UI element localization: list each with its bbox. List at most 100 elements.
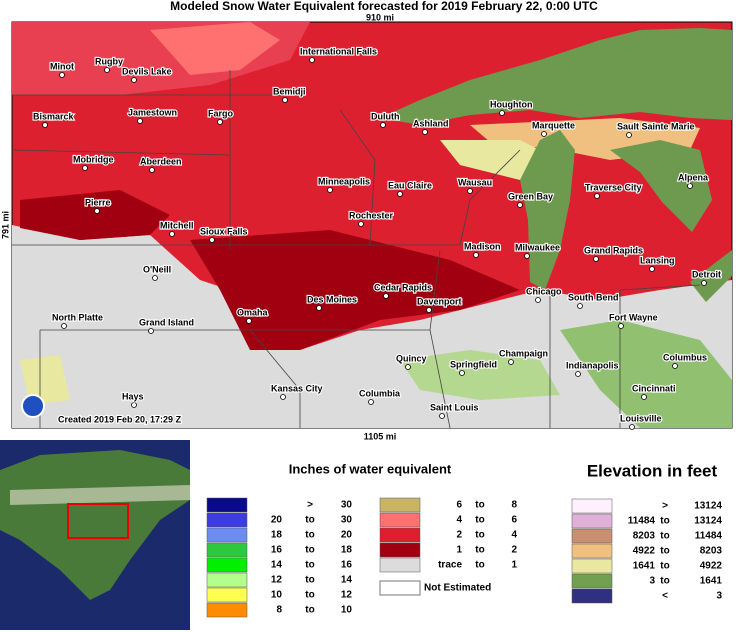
legend-text: 3 [716,591,722,602]
legend-swatch [206,557,248,573]
legend-swatch [206,527,248,543]
city-label: Detroit [692,269,721,279]
legend-text: 16 [271,545,283,556]
legend-swatch [206,602,248,618]
legend-text: > [662,501,668,512]
city-label: Sault Sainte Marie [617,121,695,131]
city-label: Mobridge [73,154,114,164]
bottom-scale: 1105 mi [364,431,397,441]
inset-frame [67,503,129,539]
legend-text: 3 [649,576,655,587]
legend-text: 2 [511,545,517,556]
legend-swatch [379,580,421,596]
legend-text: 1 [511,560,517,571]
city-marker [593,256,599,262]
city-label: Rugby [95,56,123,66]
legend-text: 4922 [700,561,723,572]
legend-text: 18 [341,545,353,556]
title: Modeled Snow Water Equivalent forecasted… [170,0,598,13]
city-label: Rochester [349,210,394,220]
city-label: North Platte [52,312,103,322]
city-label: Omaha [237,307,269,317]
city-label: Marquette [532,120,575,130]
city-marker [687,183,693,189]
legend-text: 4922 [633,546,656,557]
legend-swatch [206,587,248,603]
legend-text: to [475,500,484,511]
city-label: Aberdeen [140,156,182,166]
legend-text: 4 [511,530,517,541]
city-label: Springfield [450,359,497,369]
legend-text: to [305,560,314,571]
legend-text: to [475,530,484,541]
top-scale: 910 mi [366,12,394,22]
legend-text: trace [438,560,462,571]
city-marker [61,323,67,329]
city-marker [397,191,403,197]
city-marker [380,122,386,128]
state-borders [11,70,701,429]
legend-text: 12 [341,590,353,601]
city-marker [217,119,223,125]
city-label: Pierre [85,197,111,207]
city-label: Bemidji [273,86,306,96]
city-marker [152,275,158,281]
legend-text: 8203 [633,531,656,542]
city-label: Saint Louis [430,402,479,412]
city-marker [368,399,374,405]
city-label: Des Moines [307,294,357,304]
city-marker [649,266,655,272]
legend-text: to [305,530,314,541]
city-label: Minot [50,61,74,71]
city-marker [309,57,315,63]
city-label: Traverse City [585,182,642,192]
city-marker [316,305,322,311]
legend-text: 1641 [700,576,723,587]
city-label: Mitchell [160,220,194,230]
city-marker [148,328,154,334]
terrain-area [560,320,732,428]
legend-text: 11484 [628,516,656,527]
city-label: Louisville [620,413,662,423]
city-marker [280,394,286,400]
city-label: Indianapolis [566,360,619,370]
legend-text: 1641 [633,561,656,572]
legend-text: 18 [271,530,283,541]
legend-text: 6 [456,500,462,511]
inset-map [0,440,190,630]
legend-text: to [475,560,484,571]
city-marker [94,208,100,214]
city-marker [473,252,479,258]
city-marker [59,72,65,78]
legend-text: Not Estimated [424,583,491,594]
city-label: Cedar Rapids [374,282,432,292]
city-label: Champaign [499,348,548,358]
city-marker [246,318,252,324]
lake-erie [690,250,732,302]
city-label: Milwaukee [515,242,560,252]
created-note: Created 2019 Feb 20, 17:29 Z [58,414,182,424]
city-marker [594,193,600,199]
legend-text: to [660,516,669,527]
inset-snow [10,485,190,505]
city-marker [169,231,175,237]
city-marker [439,413,445,419]
city-label: Duluth [371,111,400,121]
city-label: Lansing [640,255,675,265]
city-label: Bismarck [33,111,75,121]
city-marker [508,359,514,365]
legend-text: to [305,575,314,586]
city-marker [629,424,635,430]
city-marker [524,253,530,259]
city-marker [541,131,547,137]
legend-swatch [379,497,421,513]
legend-swatch [571,498,613,514]
legend-text: 13124 [694,501,722,512]
snow-area [150,22,280,75]
city-marker [577,303,583,309]
legend-swatch [571,573,613,589]
city-marker [383,293,389,299]
city-label: South Bend [568,292,619,302]
legend-swatch [379,512,421,528]
city-marker [131,77,137,83]
